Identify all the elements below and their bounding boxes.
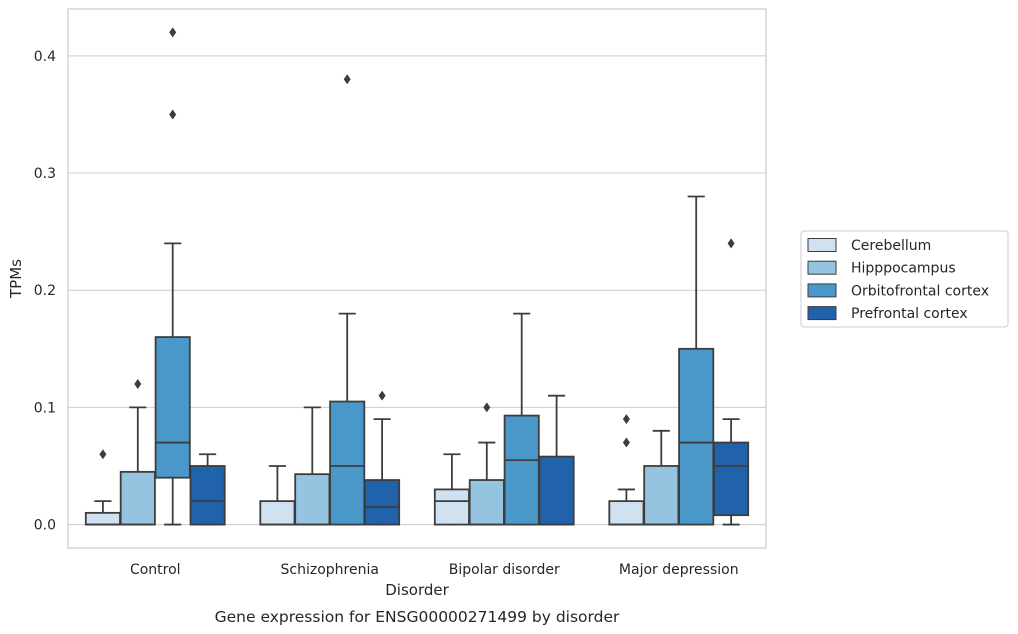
legend-label: Cerebellum xyxy=(851,238,931,254)
legend-frame xyxy=(800,230,1009,328)
legend-label: Orbitofrontal cortex xyxy=(851,283,989,299)
y-tick-label: 0.2 xyxy=(34,283,56,299)
y-tick-labels: 0.0 0.1 0.2 0.3 0.4 xyxy=(34,49,56,534)
x-tick-labels: Control Schizophrenia Bipolar disorder Majo… xyxy=(130,562,739,578)
outlier-marker xyxy=(622,437,630,448)
box-rect xyxy=(119,470,156,526)
legend-swatch xyxy=(807,306,837,321)
outlier-marker xyxy=(169,109,177,120)
box-rect xyxy=(538,455,575,526)
box-group xyxy=(678,195,715,526)
outlier-marker xyxy=(483,402,491,413)
box-rect xyxy=(468,479,505,526)
box-rect xyxy=(678,347,715,526)
box-rect xyxy=(364,479,401,526)
box-group xyxy=(294,406,331,526)
box-group xyxy=(119,378,156,526)
y-tick-label: 0.1 xyxy=(34,400,56,416)
box-rect xyxy=(154,336,191,479)
y-axis-label: TPMs xyxy=(7,259,25,299)
y-tick-label: 0.3 xyxy=(34,166,56,182)
outlier-marker xyxy=(727,238,735,249)
box-rect xyxy=(294,473,331,526)
box-rect xyxy=(84,511,121,526)
outlier-marker xyxy=(134,378,142,389)
outlier-marker xyxy=(343,74,351,85)
y-tick-label: 0.4 xyxy=(34,49,56,65)
box-rect xyxy=(503,414,540,526)
box-group xyxy=(189,453,226,526)
box-group xyxy=(503,312,540,526)
outlier-marker xyxy=(99,449,107,460)
box-group xyxy=(713,238,750,526)
box-rect xyxy=(643,465,680,526)
outlier-marker xyxy=(378,390,386,401)
outlier-marker xyxy=(169,27,177,38)
box-rect xyxy=(329,400,366,526)
box-rect xyxy=(189,465,226,526)
legend-label: Prefrontal cortex xyxy=(851,306,968,322)
box-rect xyxy=(713,441,750,517)
y-tick-label: 0.0 xyxy=(34,518,56,534)
box-rect xyxy=(433,488,470,526)
box-marks xyxy=(84,27,750,526)
box-group xyxy=(538,394,575,526)
x-tick-label: Bipolar disorder xyxy=(449,562,560,578)
box-group xyxy=(608,414,645,526)
box-rect xyxy=(259,500,296,526)
box-rect xyxy=(608,500,645,526)
legend-label: Hipppocampus xyxy=(851,261,956,277)
outlier-marker xyxy=(622,414,630,425)
legend-swatch xyxy=(807,238,837,252)
legend-swatch xyxy=(807,283,837,298)
x-tick-label: Schizophrenia xyxy=(281,562,379,578)
x-tick-label: Control xyxy=(130,562,181,578)
x-tick-label: Major depression xyxy=(619,562,739,578)
box-group xyxy=(468,402,505,526)
legend: Cerebellum Hipppocampus Orbitofrontal cort… xyxy=(800,230,1009,328)
legend-swatch xyxy=(807,260,837,275)
box-group xyxy=(364,390,401,526)
x-axis-label: Disorder xyxy=(385,581,449,599)
box-group xyxy=(329,74,366,526)
chart-caption: Gene expression for ENSG00000271499 by d… xyxy=(215,608,620,626)
box-group xyxy=(154,27,191,526)
